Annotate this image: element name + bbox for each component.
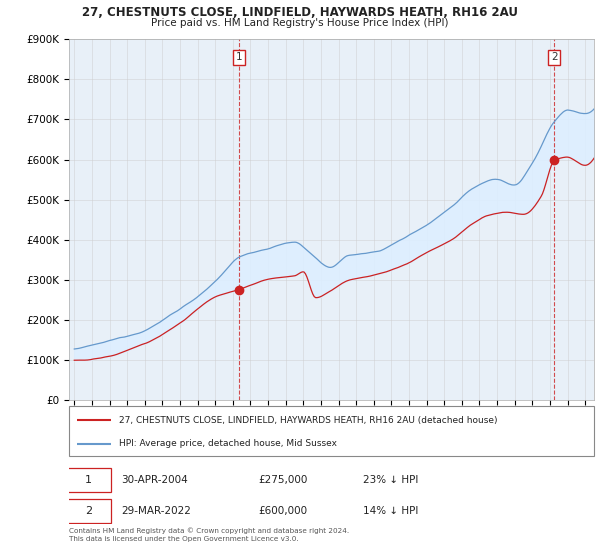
FancyBboxPatch shape — [67, 499, 111, 523]
Text: 27, CHESTNUTS CLOSE, LINDFIELD, HAYWARDS HEATH, RH16 2AU (detached house): 27, CHESTNUTS CLOSE, LINDFIELD, HAYWARDS… — [119, 416, 497, 424]
Text: 1: 1 — [85, 475, 92, 485]
Text: 1: 1 — [235, 52, 242, 62]
Text: Price paid vs. HM Land Registry's House Price Index (HPI): Price paid vs. HM Land Registry's House … — [151, 18, 449, 29]
Text: 2: 2 — [551, 52, 557, 62]
Text: 2: 2 — [85, 506, 92, 516]
Text: 27, CHESTNUTS CLOSE, LINDFIELD, HAYWARDS HEATH, RH16 2AU: 27, CHESTNUTS CLOSE, LINDFIELD, HAYWARDS… — [82, 6, 518, 18]
Text: 14% ↓ HPI: 14% ↓ HPI — [363, 506, 418, 516]
Text: 29-MAR-2022: 29-MAR-2022 — [121, 506, 191, 516]
Text: 30-APR-2004: 30-APR-2004 — [121, 475, 188, 485]
Text: £600,000: £600,000 — [258, 506, 307, 516]
Text: £275,000: £275,000 — [258, 475, 307, 485]
Text: Contains HM Land Registry data © Crown copyright and database right 2024.
This d: Contains HM Land Registry data © Crown c… — [69, 528, 349, 542]
FancyBboxPatch shape — [67, 468, 111, 492]
Text: 23% ↓ HPI: 23% ↓ HPI — [363, 475, 418, 485]
Text: HPI: Average price, detached house, Mid Sussex: HPI: Average price, detached house, Mid … — [119, 439, 337, 449]
